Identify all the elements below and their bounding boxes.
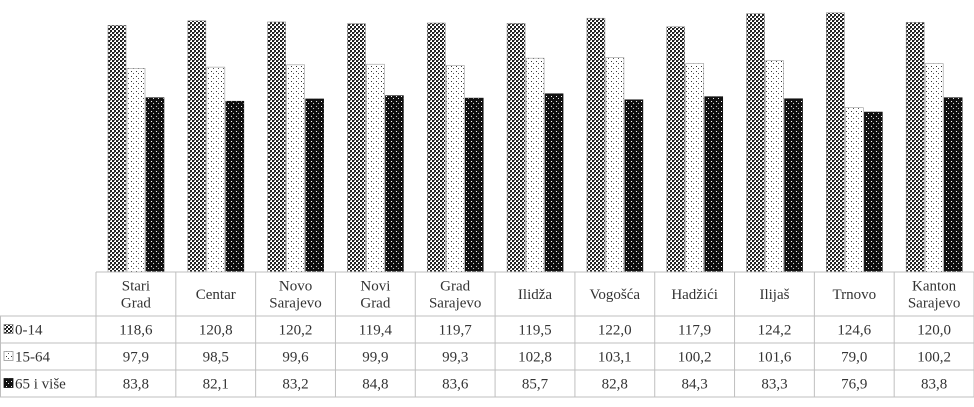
- data-label: 124,6: [837, 323, 871, 339]
- category-label: Ilidža: [518, 287, 552, 303]
- bar-15-64-4: [445, 65, 465, 273]
- category-label: Trnovo: [832, 287, 876, 303]
- data-label: 120,8: [199, 323, 233, 339]
- data-label: 119,7: [439, 323, 473, 339]
- bar-0-14-5: [506, 23, 526, 273]
- data-label: 76,9: [841, 377, 867, 393]
- legend-label: 15-64: [15, 350, 50, 366]
- legend-label: 65 i više: [15, 377, 66, 393]
- bar-65-i-više-0: [145, 97, 165, 273]
- data-label: 100,2: [678, 350, 712, 366]
- category-label: Grad Sarajevo: [429, 279, 481, 312]
- bar-65-i-više-5: [544, 93, 564, 273]
- bar-65-i-više-2: [305, 98, 324, 273]
- bar-0-14-0: [107, 25, 127, 273]
- bar-0-14-6: [586, 17, 606, 273]
- data-label: 100,2: [917, 350, 951, 366]
- data-label: 119,4: [359, 323, 393, 339]
- legend-swatch-65-i-više: [3, 378, 14, 388]
- data-label: 79,0: [841, 350, 867, 366]
- legend-swatch-15-64: [3, 351, 14, 361]
- data-label: 118,6: [119, 323, 153, 339]
- bars-layer: [107, 12, 963, 273]
- data-label: 83,6: [442, 377, 469, 393]
- category-label: Novi Grad: [360, 279, 390, 312]
- data-label: 83,8: [921, 377, 947, 393]
- bar-15-64-2: [286, 64, 305, 273]
- data-label: 83,8: [123, 377, 149, 393]
- data-table: Stari Grad Centar Novo Sarajevo Novi Grad Grad S…: [0, 271, 974, 398]
- bar-65-i-više-3: [385, 95, 404, 273]
- data-label: 103,1: [598, 350, 632, 366]
- data-label: 83,3: [761, 377, 787, 393]
- bar-15-64-3: [366, 63, 385, 273]
- data-label: 117,9: [678, 323, 711, 339]
- data-label: 120,0: [917, 323, 951, 339]
- bar-0-14-4: [426, 22, 446, 273]
- category-label: Centar: [196, 287, 236, 303]
- data-label: 99,6: [282, 350, 309, 366]
- bar-65-i-više-9: [864, 111, 883, 273]
- data-label: 82,1: [203, 377, 229, 393]
- bar-65-i-više-4: [464, 97, 484, 273]
- data-label: 119,5: [518, 323, 551, 339]
- bar-15-64-6: [605, 57, 625, 273]
- data-label: 99,9: [362, 350, 388, 366]
- category-label: Stari Grad: [121, 279, 151, 312]
- category-label: Novo Sarajevo: [269, 279, 321, 312]
- bar-0-14-7: [666, 26, 686, 273]
- category-label: Hadžići: [671, 287, 718, 303]
- bar-15-64-7: [685, 63, 705, 273]
- legend-swatch-0-14: [3, 324, 14, 334]
- data-label: 97,9: [123, 350, 149, 366]
- bar-15-64-8: [765, 60, 784, 273]
- data-label: 122,0: [598, 323, 632, 339]
- data-label: 84,8: [362, 377, 388, 393]
- bar-15-64-5: [525, 57, 545, 273]
- data-label: 120,2: [279, 323, 313, 339]
- bar-0-14-3: [347, 23, 366, 273]
- data-label: 84,3: [681, 377, 707, 393]
- legend-label: 0-14: [15, 323, 43, 339]
- bar-65-i-više-8: [784, 98, 803, 273]
- data-label: 98,5: [203, 350, 229, 366]
- bar-0-14-8: [746, 13, 765, 273]
- bar-0-14-10: [905, 22, 925, 273]
- bar-65-i-više-10: [943, 97, 963, 273]
- category-label: Kanton Sarajevo: [908, 279, 960, 312]
- bar-15-64-0: [126, 68, 146, 273]
- data-label: 99,3: [442, 350, 468, 366]
- bar-0-14-2: [267, 21, 286, 273]
- data-label: 102,8: [518, 350, 552, 366]
- bar-65-i-više-7: [704, 96, 724, 273]
- bar-0-14-1: [187, 20, 207, 273]
- bar-0-14-9: [826, 12, 845, 273]
- data-label: 101,6: [758, 350, 792, 366]
- bar-65-i-više-6: [624, 99, 644, 273]
- data-label: 83,2: [282, 377, 308, 393]
- category-label: Vogošća: [590, 287, 641, 303]
- data-label: 82,8: [602, 377, 628, 393]
- bar-65-i-više-1: [225, 100, 245, 273]
- bar-15-64-10: [924, 63, 944, 273]
- bar-15-64-1: [206, 66, 226, 273]
- bar-15-64-9: [845, 107, 864, 273]
- data-label: 85,7: [522, 377, 549, 393]
- data-label: 124,2: [758, 323, 792, 339]
- category-label: Ilijaš: [759, 287, 789, 303]
